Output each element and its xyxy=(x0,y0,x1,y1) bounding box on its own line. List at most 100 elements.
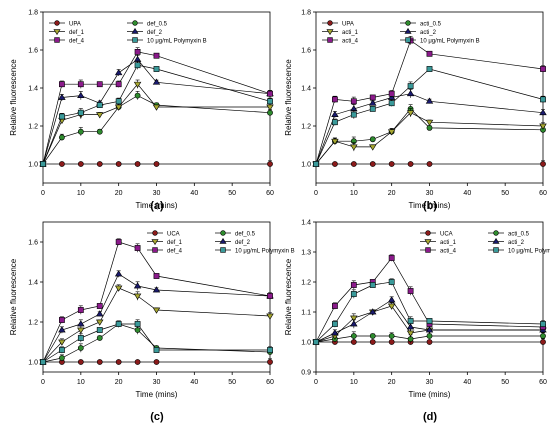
legend-item: def_1 xyxy=(147,239,183,246)
series-def-1 xyxy=(39,79,274,168)
x-tick-label: 20 xyxy=(115,379,123,386)
x-tick-label: 0 xyxy=(41,190,45,197)
legend-item: acti_4 xyxy=(420,247,457,254)
x-tick-label: 50 xyxy=(228,190,236,197)
legend-marker xyxy=(425,247,431,253)
series-line xyxy=(315,257,544,343)
data-point xyxy=(425,119,434,126)
data-point xyxy=(350,282,357,288)
legend: UPA def_0.5 def_1 def_2 def_4 10 μg/mL Polymy… xyxy=(49,20,207,44)
panel-c: 0 10 20 30 40 50 60 1.0 1.2 1.4 1.6 Time (mins) Rela… xyxy=(9,221,295,423)
legend-item: UCA xyxy=(147,230,180,237)
data-point xyxy=(153,161,160,167)
x-tick-label: 10 xyxy=(350,190,358,197)
legend-marker xyxy=(405,37,411,43)
y-tick-label: 1.4 xyxy=(301,220,311,227)
data-point xyxy=(77,345,84,351)
data-point xyxy=(369,106,376,112)
legend-label: acti_4 xyxy=(440,248,457,254)
series-def-0-5 xyxy=(40,320,273,365)
x-tick-label: 20 xyxy=(388,190,396,197)
legend-marker xyxy=(132,37,138,43)
legend-item: UPA xyxy=(49,20,81,27)
data-point xyxy=(96,359,103,365)
data-point xyxy=(153,66,160,72)
data-point xyxy=(350,161,357,167)
series-line xyxy=(42,83,270,165)
legend-marker xyxy=(404,27,412,34)
data-point xyxy=(426,50,433,57)
legend-item: def_0.5 xyxy=(215,230,256,237)
data-point xyxy=(133,293,142,300)
legend-label: acti_0.5 xyxy=(508,231,530,237)
data-point xyxy=(350,144,358,151)
series-line xyxy=(315,108,544,165)
y-tick-label: 0.9 xyxy=(301,370,311,377)
panel-a: 0 10 20 30 40 50 60 1.0 1.2 1.4 1.6 1.8 Time (mins) R… xyxy=(9,10,274,213)
y-tick-label: 1.4 xyxy=(28,280,38,287)
series-line xyxy=(315,93,544,165)
data-point xyxy=(540,161,546,167)
legend-item: acti_1 xyxy=(322,29,359,36)
series-def-4 xyxy=(40,238,273,365)
series-line xyxy=(315,299,543,343)
legend-item: def_4 xyxy=(147,247,183,254)
data-point xyxy=(96,102,103,108)
y-tick-label: 1.0 xyxy=(28,162,38,169)
series-acti-0-5 xyxy=(313,104,546,167)
data-point xyxy=(114,270,123,277)
data-point xyxy=(267,359,273,365)
legend-marker xyxy=(54,20,60,26)
panel-b: 0 10 20 30 40 50 60 1.0 1.2 1.4 1.6 1.8 Time (mins) R… xyxy=(284,10,547,213)
series-line xyxy=(315,68,544,165)
legend-item: 10 μg/mL Polymyxin B xyxy=(488,247,550,254)
data-point xyxy=(407,161,414,167)
x-axis-label: Time (mins) xyxy=(409,390,451,399)
data-point xyxy=(77,81,84,88)
legend-marker xyxy=(151,239,159,246)
data-point xyxy=(369,136,376,143)
legend-marker xyxy=(327,20,333,26)
series-upa xyxy=(313,160,546,168)
series-uca xyxy=(313,338,546,346)
data-point xyxy=(267,161,273,167)
data-point xyxy=(77,359,84,365)
y-tick-label: 1.8 xyxy=(301,10,311,17)
legend-item: acti_0.5 xyxy=(400,20,442,27)
legend-label: acti_4 xyxy=(342,38,359,44)
legend-item: UPA xyxy=(322,20,354,27)
data-point xyxy=(96,335,103,341)
series-uca xyxy=(40,358,273,366)
x-tick-label: 30 xyxy=(426,190,434,197)
legend-label: def_0.5 xyxy=(147,21,168,27)
y-tick-label: 1.0 xyxy=(301,340,311,347)
data-point xyxy=(387,93,396,100)
series-line xyxy=(315,281,544,343)
data-point xyxy=(114,69,123,76)
data-point xyxy=(134,161,141,167)
legend-item: acti_0.5 xyxy=(488,230,530,237)
y-tick-label: 1.2 xyxy=(301,124,311,131)
legend-label: acti_2 xyxy=(508,240,525,246)
data-point xyxy=(58,326,66,333)
data-point xyxy=(59,134,65,141)
data-point xyxy=(115,98,122,105)
data-point xyxy=(332,119,338,126)
panel-label: (c) xyxy=(150,411,164,423)
series-def-4 xyxy=(40,47,273,167)
legend-item: 10 μg/mL Polymyxin B xyxy=(215,247,295,254)
legend-marker xyxy=(220,247,226,253)
data-point xyxy=(387,303,396,310)
y-tick-label: 1.6 xyxy=(28,48,38,55)
x-tick-label: 30 xyxy=(153,190,161,197)
series-def-0-5 xyxy=(40,91,273,167)
y-axis-label: Relative fluorescence xyxy=(284,59,293,136)
data-point xyxy=(388,339,395,345)
legend-label: 10 μg/mL Polymyxin B xyxy=(420,38,480,44)
data-point xyxy=(350,291,357,297)
legend-item: def_1 xyxy=(49,29,85,36)
data-point xyxy=(266,313,274,320)
legend-label: def_2 xyxy=(147,30,163,36)
legend-item: acti_2 xyxy=(400,27,437,36)
data-point xyxy=(134,92,141,99)
